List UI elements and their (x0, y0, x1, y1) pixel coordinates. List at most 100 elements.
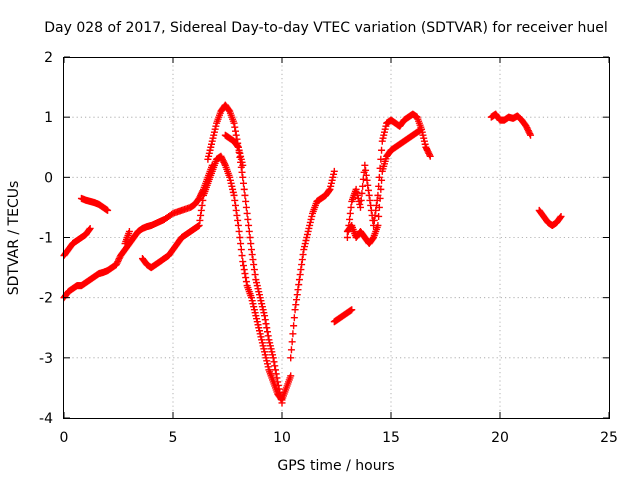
series-track (121, 227, 133, 248)
data-point (231, 201, 239, 209)
data-point (236, 234, 244, 241)
data-point (343, 234, 351, 241)
data-point (234, 142, 242, 150)
series-track (204, 101, 286, 407)
data-point (291, 306, 299, 314)
data-point (247, 240, 255, 248)
data-point (365, 191, 373, 199)
y-tick-label: -3 (39, 351, 53, 367)
data-point (262, 320, 270, 328)
data-point (242, 274, 250, 282)
x-tick-label: 20 (491, 430, 509, 446)
data-point (346, 209, 354, 217)
data-point (230, 191, 238, 199)
data-point (240, 266, 248, 274)
data-point (250, 261, 258, 269)
data-point (359, 175, 367, 183)
data-point (242, 197, 250, 205)
data-points (60, 101, 565, 407)
data-point (298, 256, 306, 264)
data-point (232, 206, 240, 214)
y-tick-label: -2 (39, 291, 53, 307)
data-point (231, 127, 239, 135)
data-point (271, 366, 279, 374)
data-point (289, 330, 297, 338)
axis-tick-labels: 0 5 10 15 20 25 -4 -3 -2 -1 0 1 2 (39, 50, 618, 446)
data-point (199, 196, 207, 204)
data-point (363, 176, 371, 184)
data-point (233, 211, 241, 219)
data-point (287, 354, 295, 362)
series-track (343, 125, 426, 248)
data-point (287, 372, 295, 380)
data-point (346, 215, 354, 223)
data-point (239, 258, 247, 266)
data-point (240, 185, 248, 193)
data-point (242, 278, 250, 286)
data-point (325, 186, 333, 194)
data-point (238, 252, 246, 260)
data-point (230, 119, 238, 127)
series-track (487, 110, 535, 139)
data-point (376, 194, 384, 202)
data-point (241, 270, 249, 278)
data-point (272, 370, 280, 378)
data-point (232, 131, 240, 139)
data-point (270, 358, 278, 366)
data-point (238, 168, 246, 176)
y-tick-label: 0 (44, 170, 53, 186)
y-tick-label: -4 (39, 411, 53, 427)
data-point (527, 131, 535, 139)
data-point (288, 338, 296, 346)
data-point (362, 171, 370, 179)
data-point (85, 225, 93, 233)
data-point (245, 227, 253, 235)
data-point (235, 227, 243, 235)
series-track (138, 152, 295, 404)
data-point (293, 291, 301, 299)
data-point (361, 161, 369, 169)
data-point (277, 392, 285, 400)
data-point (86, 224, 94, 232)
data-point (293, 296, 301, 304)
data-point (362, 166, 370, 174)
data-point (298, 261, 306, 269)
data-point (197, 206, 205, 214)
data-point (366, 196, 374, 204)
data-point (359, 182, 367, 190)
data-point (426, 151, 434, 159)
data-point (295, 281, 303, 289)
data-point (269, 354, 277, 362)
data-point (295, 276, 303, 284)
data-point (198, 201, 206, 209)
y-axis-label: SDTVAR / TECUs (6, 181, 22, 296)
data-point (557, 212, 565, 220)
data-point (231, 123, 239, 131)
data-point (356, 203, 364, 211)
data-point (347, 203, 355, 211)
data-point (245, 221, 253, 229)
data-point (378, 146, 386, 154)
data-point (247, 246, 255, 254)
data-point (237, 246, 245, 254)
data-point (278, 399, 286, 407)
y-tick-label: 1 (44, 110, 53, 126)
data-point (125, 227, 133, 235)
data-point (375, 203, 383, 211)
data-point (348, 306, 356, 314)
series-track (77, 194, 112, 214)
x-tick-label: 25 (600, 430, 618, 446)
data-point (239, 173, 247, 181)
data-point (239, 179, 247, 187)
data-point (263, 324, 271, 332)
data-point (196, 216, 204, 224)
x-tick-label: 10 (273, 430, 291, 446)
data-point (275, 385, 283, 393)
x-axis-label: GPS time / hours (277, 458, 394, 474)
data-point (294, 286, 302, 294)
x-tick-label: 15 (382, 430, 400, 446)
data-point (249, 256, 257, 264)
series-track (535, 206, 565, 229)
data-point (358, 189, 366, 197)
